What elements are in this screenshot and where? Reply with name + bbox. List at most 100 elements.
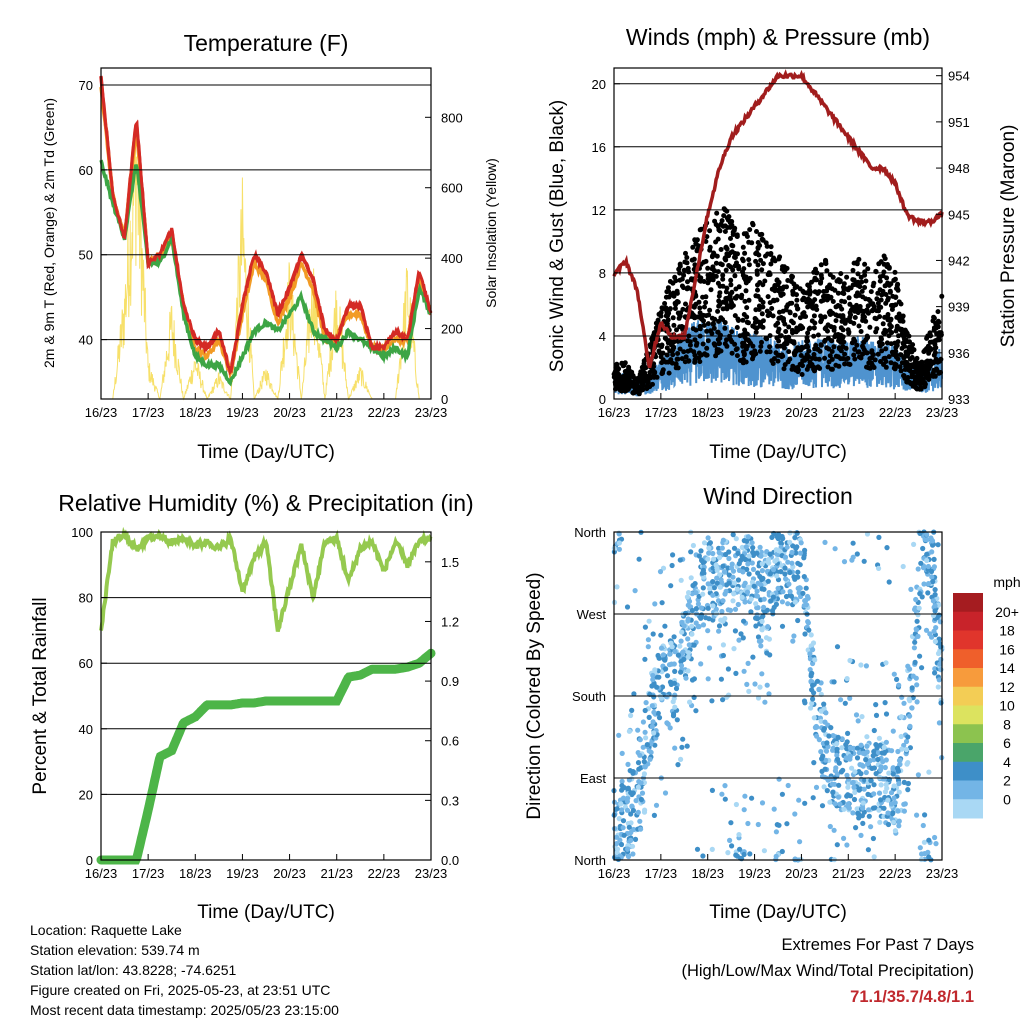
gust-point bbox=[903, 352, 909, 358]
direction-point bbox=[689, 631, 695, 637]
gust-point bbox=[697, 326, 703, 332]
gust-point bbox=[772, 283, 778, 288]
direction-point bbox=[685, 636, 691, 642]
gust-point bbox=[801, 290, 807, 295]
direction-point bbox=[824, 740, 830, 746]
direction-point bbox=[905, 663, 911, 669]
direction-point bbox=[650, 719, 656, 725]
direction-point bbox=[741, 851, 747, 858]
direction-point bbox=[664, 673, 671, 679]
gust-point bbox=[685, 279, 690, 285]
gust-point bbox=[718, 315, 724, 321]
gust-point bbox=[700, 341, 706, 347]
gust-point bbox=[904, 339, 910, 345]
gust-point bbox=[828, 294, 834, 300]
gust-point bbox=[719, 262, 725, 268]
direction-point bbox=[776, 776, 782, 782]
gust-point bbox=[658, 310, 664, 315]
direction-point bbox=[739, 544, 745, 551]
gust-point bbox=[666, 370, 672, 376]
gust-point bbox=[626, 385, 632, 391]
direction-point bbox=[678, 756, 684, 763]
direction-point bbox=[630, 770, 636, 776]
direction-point bbox=[669, 644, 675, 650]
direction-point bbox=[926, 769, 932, 775]
direction-point bbox=[886, 579, 892, 585]
gust-point bbox=[743, 274, 749, 280]
direction-point bbox=[915, 612, 921, 618]
gust-point bbox=[933, 345, 939, 351]
direction-point bbox=[884, 785, 890, 791]
direction-point bbox=[628, 820, 634, 826]
direction-point bbox=[662, 790, 669, 796]
direction-point bbox=[706, 645, 713, 651]
gust-point bbox=[872, 315, 878, 321]
direction-point bbox=[905, 787, 911, 793]
direction-point bbox=[700, 853, 706, 859]
legend-swatch bbox=[953, 780, 983, 800]
direction-point bbox=[764, 682, 770, 688]
gust-point bbox=[869, 348, 875, 354]
gust-point bbox=[740, 332, 746, 338]
direction-point bbox=[678, 577, 684, 583]
humidity-plot-area bbox=[96, 526, 436, 865]
gust-point bbox=[931, 314, 937, 320]
legend-label: 4 bbox=[1003, 754, 1011, 770]
direction-point bbox=[861, 786, 867, 792]
gust-point bbox=[740, 256, 745, 262]
gust-point bbox=[798, 353, 804, 358]
direction-point bbox=[698, 548, 704, 554]
gust-point bbox=[721, 206, 727, 212]
direction-point bbox=[860, 800, 866, 806]
direction-point bbox=[807, 656, 814, 662]
direction-point bbox=[642, 624, 649, 630]
direction-point bbox=[671, 661, 677, 667]
direction-point bbox=[780, 589, 786, 595]
recent-timestamp: Most recent data timestamp: 2025/05/23 2… bbox=[30, 1002, 339, 1018]
gust-point bbox=[772, 258, 778, 264]
gust-point bbox=[760, 318, 766, 324]
direction-point bbox=[669, 562, 675, 569]
wind-ytick-right-label: 933 bbox=[948, 392, 970, 407]
gust-point bbox=[750, 323, 756, 329]
gust-point bbox=[663, 359, 669, 365]
direction-point bbox=[797, 550, 804, 556]
direction-point bbox=[754, 593, 761, 599]
direction-point bbox=[937, 648, 943, 654]
gust-point bbox=[785, 359, 791, 365]
direction-point bbox=[624, 604, 631, 610]
direction-point bbox=[678, 663, 685, 669]
legend-label: 8 bbox=[1003, 716, 1011, 732]
gust-point bbox=[886, 282, 892, 288]
humidity-ytick-right-label: 1.5 bbox=[441, 555, 459, 570]
gust-point bbox=[741, 352, 747, 358]
extremes-subheading: (High/Low/Max Wind/Total Precipitation) bbox=[681, 962, 974, 980]
direction-point bbox=[883, 711, 890, 717]
gust-point bbox=[865, 303, 871, 309]
gust-point bbox=[714, 347, 720, 352]
direction-point bbox=[727, 607, 734, 614]
direction-point bbox=[637, 818, 643, 824]
direction-xtick-label: 19/23 bbox=[738, 866, 771, 881]
direction-point bbox=[637, 737, 643, 743]
gust-point bbox=[769, 306, 775, 311]
direction-point bbox=[733, 536, 739, 542]
gust-point bbox=[682, 359, 688, 365]
direction-point bbox=[901, 801, 907, 807]
direction-point bbox=[726, 555, 732, 562]
gust-point bbox=[722, 325, 728, 331]
wind-xtick-label: 19/23 bbox=[738, 405, 771, 420]
direction-point bbox=[807, 651, 813, 657]
gust-point bbox=[732, 254, 737, 260]
gust-point bbox=[729, 329, 735, 335]
gust-point bbox=[701, 279, 707, 284]
gust-point bbox=[677, 277, 683, 283]
gust-point bbox=[696, 299, 702, 305]
direction-point bbox=[913, 596, 919, 603]
wind-ytick-right-label: 942 bbox=[948, 253, 970, 268]
direction-point bbox=[663, 666, 669, 672]
direction-axis-ticks: 16/23 17/23 18/23 19/23 20/23 21/23 22/23 23/23… bbox=[572, 525, 958, 881]
direction-point bbox=[932, 670, 938, 676]
gust-point bbox=[767, 300, 773, 306]
